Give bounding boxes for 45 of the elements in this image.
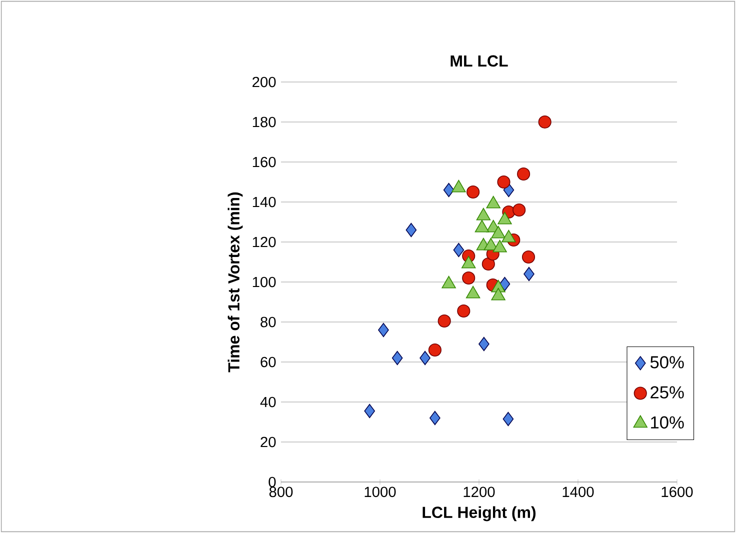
point [524, 266, 534, 282]
y-tick-label: 0 [268, 476, 276, 488]
y-tick-label: 160 [252, 156, 276, 168]
point [517, 167, 530, 181]
point [430, 410, 440, 426]
point [378, 322, 389, 338]
y-tick-label: 20 [260, 436, 276, 448]
point [499, 276, 510, 292]
legend-label: 25% [650, 386, 684, 398]
x-axis-title: LCL Height (m) [422, 506, 536, 522]
x-tick-label: 800 [269, 486, 293, 498]
point [482, 257, 495, 271]
point [466, 185, 480, 199]
point [420, 350, 430, 366]
point [522, 250, 536, 264]
point [502, 412, 514, 426]
y-tick-label: 100 [252, 276, 276, 288]
y-tick-label: 120 [252, 236, 276, 248]
point [457, 304, 470, 318]
point [438, 314, 451, 328]
y-tick-label: 80 [260, 316, 276, 328]
point [538, 115, 552, 129]
x-tick-label: 1000 [364, 486, 396, 498]
chart-title: ML LCL [450, 55, 508, 67]
y-tick-label: 60 [260, 356, 276, 368]
point [364, 404, 376, 418]
y-tick-label: 200 [252, 76, 276, 88]
y-tick-label: 140 [252, 196, 276, 208]
point [462, 271, 476, 285]
y-tick-label: 40 [260, 396, 276, 408]
point [392, 350, 403, 366]
x-tick-label: 1600 [662, 486, 693, 498]
point [497, 175, 510, 189]
point [428, 343, 442, 357]
x-tick-label: 1400 [562, 486, 594, 498]
point [406, 222, 417, 238]
y-axis-title: Time of 1st Vortex (min) [228, 192, 243, 372]
y-tick-label: 180 [252, 116, 276, 128]
legend-label: 10% [651, 416, 684, 429]
point [478, 336, 490, 352]
legend-label: 50% [650, 356, 684, 368]
point [512, 203, 526, 217]
point [453, 242, 464, 258]
x-tick-label: 1200 [464, 486, 495, 498]
point [443, 182, 454, 198]
